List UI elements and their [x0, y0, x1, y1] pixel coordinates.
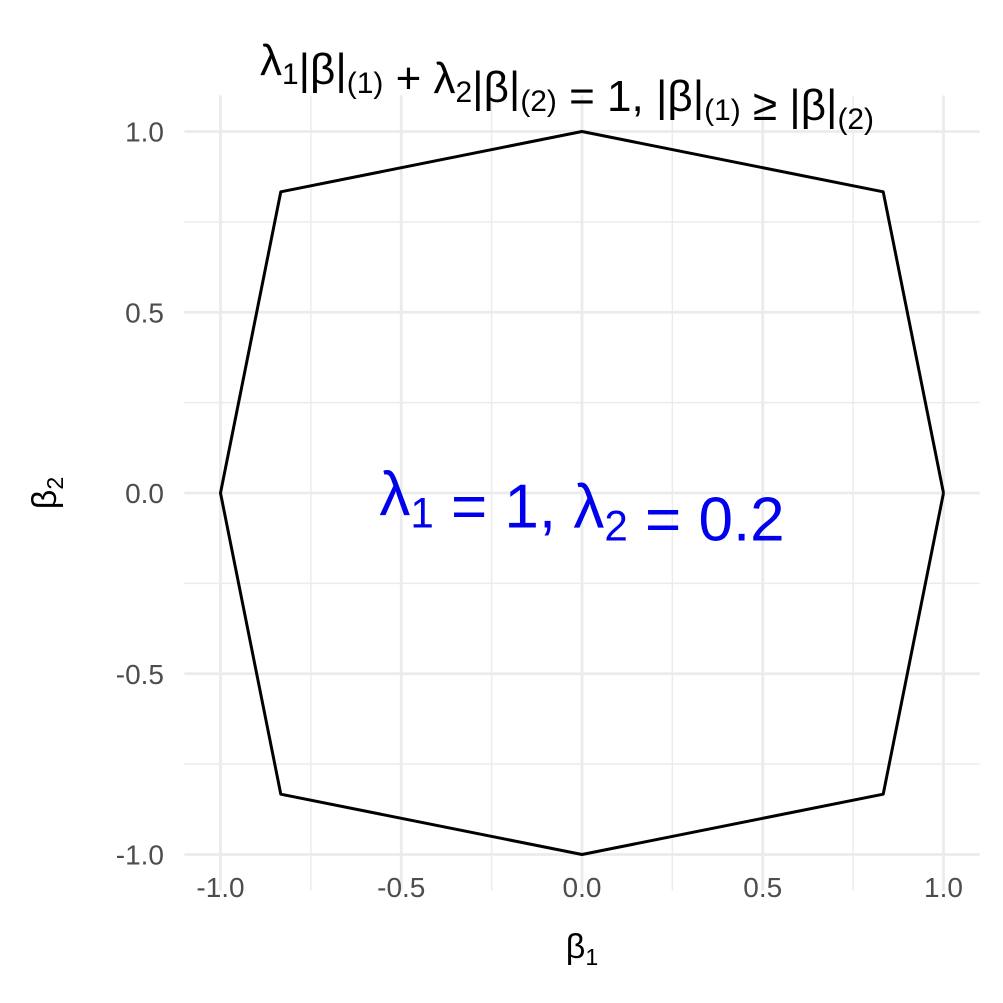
title-part-5: 2 — [456, 76, 473, 109]
annotation-part-1: 1 — [410, 490, 433, 537]
x-tick-label-3: 0.5 — [743, 872, 782, 903]
title-part-11: (2) — [837, 103, 874, 136]
title-part-9: (1) — [704, 94, 741, 127]
annotation-part-0: λ — [379, 460, 410, 529]
x-axis-label: β1 — [566, 928, 598, 970]
xlabel-part-1: 1 — [585, 944, 598, 970]
annotation-part-3: 2 — [604, 502, 627, 549]
y-tick-label-1: -0.5 — [116, 659, 164, 690]
title-part-4: + λ — [383, 54, 455, 103]
x-tick-label-4: 1.0 — [924, 872, 963, 903]
title-part-1: 1 — [282, 58, 299, 91]
x-tick-label-2: 0.0 — [563, 872, 602, 903]
y-tick-label-4: 1.0 — [125, 117, 164, 148]
y-tick-label-2: 0.0 — [125, 478, 164, 509]
title-part-10: ≥ |β| — [741, 81, 838, 130]
ylabel-part-1: 2 — [42, 477, 68, 490]
title-part-6: |β| — [472, 63, 520, 112]
title-part-3: (1) — [347, 67, 384, 100]
title-part-0: λ — [260, 36, 282, 85]
annotation-layer: λ1 = 1, λ2 = 0.2 — [379, 460, 784, 554]
x-tick-label-1: -0.5 — [377, 872, 425, 903]
xlabel-part-0: β — [566, 928, 586, 966]
y-tick-label-3: 0.5 — [125, 297, 164, 328]
y-axis-label: β2 — [26, 477, 68, 509]
annotation-part-4: = 0.2 — [628, 485, 785, 554]
title-part-7: (2) — [520, 85, 557, 118]
annotation-text: λ1 = 1, λ2 = 0.2 — [379, 460, 784, 554]
title-part-2: |β| — [299, 45, 347, 94]
y-tick-label-0: -1.0 — [116, 840, 164, 871]
ylabel-part-0: β — [26, 490, 64, 510]
annotation-part-2: = 1, λ — [434, 473, 605, 542]
chart-title: λ1|β|(1) + λ2|β|(2) = 1, |β|(1) ≥ |β|(2) — [260, 36, 874, 136]
x-tick-label-0: -1.0 — [196, 872, 244, 903]
title-part-8: = 1, |β| — [557, 72, 704, 121]
